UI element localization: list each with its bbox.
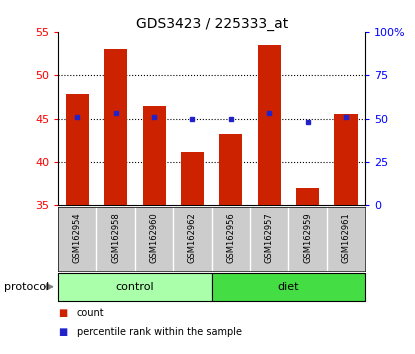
Bar [334,114,357,205]
Text: GSM162959: GSM162959 [303,212,312,263]
Title: GDS3423 / 225333_at: GDS3423 / 225333_at [136,17,288,31]
Text: GSM162956: GSM162956 [226,212,235,263]
Text: GSM162962: GSM162962 [188,212,197,263]
Text: GSM162961: GSM162961 [342,212,351,263]
Bar [58,273,212,301]
Text: protocol: protocol [4,282,49,292]
Bar [296,188,319,205]
Text: GSM162958: GSM162958 [111,212,120,263]
Text: count: count [77,308,105,318]
Text: percentile rank within the sample: percentile rank within the sample [77,327,242,337]
Text: diet: diet [278,282,299,292]
Bar [220,134,242,205]
Text: GSM162960: GSM162960 [149,212,159,263]
Text: GSM162957: GSM162957 [265,212,274,263]
Bar [66,94,89,205]
Text: ■: ■ [58,308,67,318]
Bar [258,45,281,205]
Text: ■: ■ [58,327,67,337]
Bar [104,49,127,205]
Bar [181,152,204,205]
Text: control: control [115,282,154,292]
Bar [143,105,166,205]
Bar [212,273,365,301]
Text: GSM162954: GSM162954 [73,212,82,263]
